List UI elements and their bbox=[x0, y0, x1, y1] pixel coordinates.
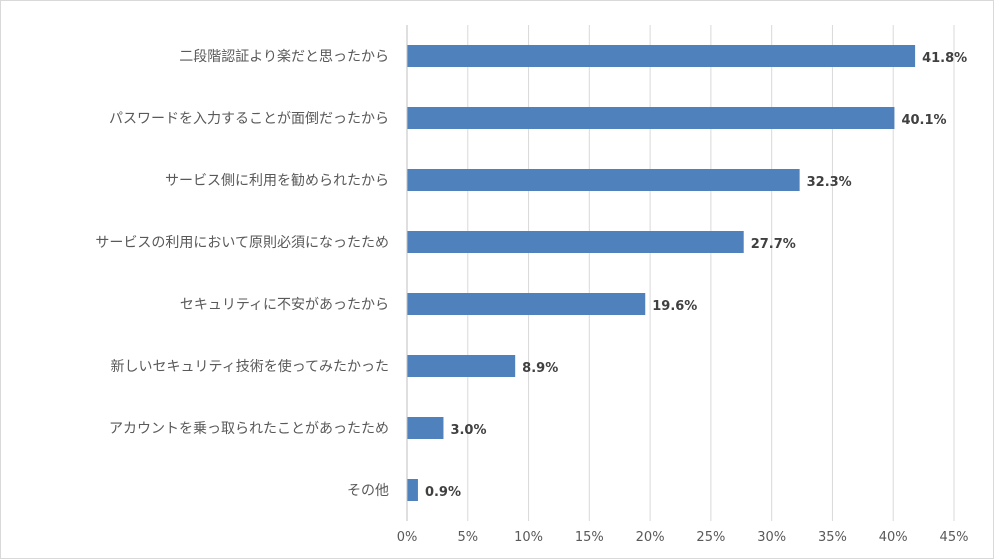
bar bbox=[407, 417, 444, 439]
x-tick-label: 10% bbox=[514, 530, 543, 545]
x-tick-label: 35% bbox=[818, 530, 847, 545]
category-label: 二段階認証より楽だと思ったから bbox=[179, 49, 389, 65]
category-label: パスワードを入力することが面倒だったから bbox=[109, 111, 389, 127]
category-label: その他 bbox=[347, 483, 389, 499]
data-label: 32.3% bbox=[807, 175, 852, 190]
data-label: 8.9% bbox=[522, 361, 558, 376]
data-label: 3.0% bbox=[450, 423, 486, 438]
data-label: 27.7% bbox=[751, 237, 796, 252]
category-label: アカウントを乗っ取られたことがあったため bbox=[109, 421, 389, 437]
bar bbox=[407, 293, 646, 315]
x-tick-label: 15% bbox=[575, 530, 604, 545]
bar bbox=[407, 355, 516, 377]
x-tick-label: 25% bbox=[696, 530, 725, 545]
bar bbox=[407, 169, 800, 191]
data-label: 19.6% bbox=[652, 299, 697, 314]
x-tick-label: 0% bbox=[397, 530, 418, 545]
x-tick-label: 20% bbox=[636, 530, 665, 545]
bar bbox=[407, 479, 418, 501]
x-tick-label: 30% bbox=[757, 530, 786, 545]
x-tick-label: 40% bbox=[879, 530, 908, 545]
bar bbox=[407, 231, 744, 253]
category-label: 新しいセキュリティ技術を使ってみたかった bbox=[111, 358, 389, 375]
x-tick-label: 45% bbox=[940, 530, 969, 545]
data-label: 0.9% bbox=[425, 485, 461, 500]
x-tick-label: 5% bbox=[457, 530, 478, 545]
data-label: 40.1% bbox=[901, 113, 946, 128]
bar bbox=[407, 107, 895, 129]
category-label: サービス側に利用を勧められたから bbox=[165, 172, 389, 189]
bar bbox=[407, 45, 916, 67]
data-label: 41.8% bbox=[922, 51, 967, 66]
category-label: サービスの利用において原則必須になったため bbox=[95, 235, 389, 251]
category-label: セキュリティに不安があったから bbox=[180, 297, 389, 313]
